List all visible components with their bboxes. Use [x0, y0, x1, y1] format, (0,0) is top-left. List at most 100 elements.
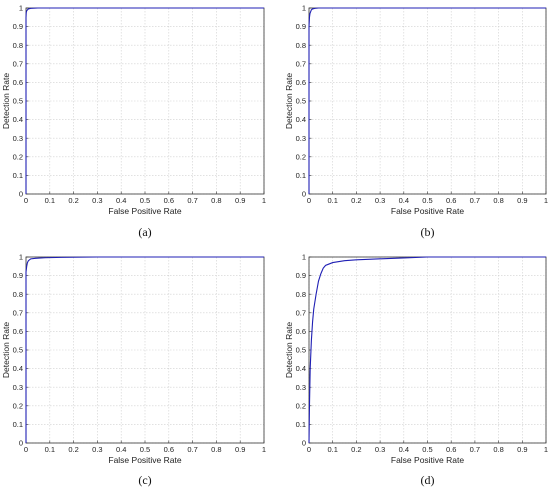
x-tick-label: 1 [544, 445, 548, 454]
panel-caption: (b) [421, 225, 435, 239]
x-axis-label: False Positive Rate [391, 206, 464, 216]
x-tick-label: 0.9 [235, 445, 245, 454]
x-tick-label: 0.2 [68, 445, 78, 454]
y-tick-label: 0 [302, 190, 306, 199]
x-tick-label: 0.9 [235, 196, 245, 205]
x-tick-label: 0.9 [517, 445, 527, 454]
y-tick-label: 0 [19, 190, 23, 199]
y-tick-label: 0.1 [296, 171, 306, 180]
y-axis-label: Detection Rate [1, 73, 11, 129]
y-tick-label: 0.5 [296, 97, 306, 106]
x-tick-label: 0.8 [211, 196, 221, 205]
y-tick-label: 0.3 [13, 383, 23, 392]
roc-panel: 0 0.1 0.2 0.3 0.4 0.5 0.6 0.7 0.8 0.9 1 0 0.1 0.2 0.3 0… [1, 4, 266, 239]
panel-caption: (d) [421, 473, 435, 487]
x-tick-label: 0.5 [422, 196, 432, 205]
y-tick-label: 0.6 [13, 327, 23, 336]
y-tick-label: 0.1 [296, 420, 306, 429]
y-tick-label: 0 [302, 439, 306, 448]
x-tick-label: 1 [262, 196, 266, 205]
y-tick-label: 0.2 [296, 401, 306, 410]
x-tick-label: 0.1 [327, 445, 337, 454]
x-tick-label: 0.2 [351, 445, 361, 454]
x-tick-label: 0.5 [422, 445, 432, 454]
x-tick-label: 0.6 [446, 196, 456, 205]
x-tick-label: 0.7 [187, 196, 197, 205]
y-tick-label: 0.3 [296, 383, 306, 392]
x-tick-label: 0.4 [116, 445, 126, 454]
y-tick-label: 0.2 [296, 152, 306, 161]
x-tick-label: 0.2 [68, 196, 78, 205]
x-tick-label: 0.4 [399, 445, 409, 454]
x-tick-label: 0.5 [140, 445, 150, 454]
y-tick-label: 0.6 [296, 78, 306, 87]
y-tick-label: 0.6 [13, 78, 23, 87]
x-tick-label: 0.4 [116, 196, 126, 205]
y-tick-label: 1 [19, 4, 23, 13]
y-tick-label: 0.4 [13, 115, 23, 124]
roc-panel: 0 0.1 0.2 0.3 0.4 0.5 0.6 0.7 0.8 0.9 1 0 0.1 0.2 0.3 0… [284, 4, 548, 239]
x-tick-label: 0.6 [164, 445, 174, 454]
x-tick-label: 0.1 [45, 445, 55, 454]
roc-panel: 0 0.1 0.2 0.3 0.4 0.5 0.6 0.7 0.8 0.9 1 0 0.1 0.2 0.3 0… [284, 253, 548, 487]
x-tick-label: 0.7 [470, 445, 480, 454]
x-tick-label: 0 [307, 445, 311, 454]
y-tick-label: 0.8 [13, 290, 23, 299]
x-tick-label: 0 [24, 196, 28, 205]
y-tick-label: 0.3 [296, 134, 306, 143]
y-tick-label: 0.1 [13, 420, 23, 429]
y-tick-label: 0.9 [296, 22, 306, 31]
x-axis-label: False Positive Rate [108, 455, 181, 465]
panel-caption: (a) [138, 225, 151, 239]
x-tick-label: 0.3 [375, 196, 385, 205]
x-tick-label: 0.7 [187, 445, 197, 454]
y-axis-label: Detection Rate [1, 322, 11, 378]
y-tick-label: 0.9 [296, 271, 306, 280]
x-tick-label: 0.8 [493, 196, 503, 205]
x-tick-label: 0.9 [517, 196, 527, 205]
y-tick-label: 0.9 [13, 271, 23, 280]
x-tick-label: 0.6 [164, 196, 174, 205]
x-tick-label: 0 [307, 196, 311, 205]
x-tick-label: 1 [544, 196, 548, 205]
y-tick-label: 0.7 [13, 308, 23, 317]
x-axis-label: False Positive Rate [391, 455, 464, 465]
y-axis-label: Detection Rate [284, 73, 294, 129]
y-tick-label: 0.9 [13, 22, 23, 31]
y-tick-label: 0.6 [296, 327, 306, 336]
x-tick-label: 0.5 [140, 196, 150, 205]
x-tick-label: 0.8 [211, 445, 221, 454]
y-tick-label: 0.4 [296, 115, 306, 124]
x-tick-label: 0.8 [493, 445, 503, 454]
x-tick-label: 1 [262, 445, 266, 454]
roc-curve [308, 7, 546, 194]
y-tick-label: 1 [302, 4, 306, 13]
x-tick-label: 0.1 [45, 196, 55, 205]
y-tick-label: 0.1 [13, 171, 23, 180]
y-tick-label: 1 [302, 253, 306, 262]
y-tick-label: 1 [19, 253, 23, 262]
y-tick-label: 0.4 [296, 364, 306, 373]
roc-curve [308, 256, 546, 444]
panel-caption: (c) [138, 473, 151, 487]
x-tick-label: 0.3 [375, 445, 385, 454]
roc-curve [25, 7, 264, 194]
x-tick-label: 0.3 [92, 445, 102, 454]
y-tick-label: 0.2 [13, 152, 23, 161]
roc-curve [25, 256, 264, 443]
x-tick-label: 0.1 [327, 196, 337, 205]
y-tick-label: 0.5 [13, 346, 23, 355]
y-tick-label: 0.3 [13, 134, 23, 143]
x-tick-label: 0.7 [470, 196, 480, 205]
y-tick-label: 0.2 [13, 401, 23, 410]
x-tick-label: 0.6 [446, 445, 456, 454]
y-tick-label: 0.5 [13, 97, 23, 106]
y-tick-label: 0.8 [296, 41, 306, 50]
x-tick-label: 0.2 [351, 196, 361, 205]
x-axis-label: False Positive Rate [108, 206, 181, 216]
y-tick-label: 0.8 [296, 290, 306, 299]
x-tick-label: 0.3 [92, 196, 102, 205]
y-axis-label: Detection Rate [284, 322, 294, 378]
x-tick-label: 0.4 [399, 196, 409, 205]
